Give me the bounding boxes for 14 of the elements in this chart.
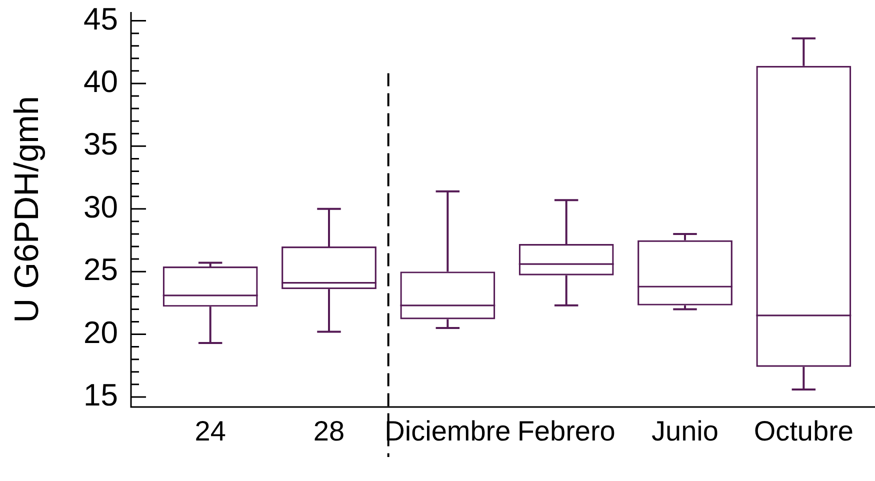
y-tick-label: 45 (84, 1, 118, 36)
x-tick-label: Diciembre (384, 416, 511, 447)
y-tick-label: 30 (84, 189, 118, 224)
y-tick-label: 20 (84, 314, 118, 350)
x-tick-label: Febrero (517, 416, 616, 447)
x-tick-label: Octubre (754, 416, 854, 447)
x-tick-label: Junio (652, 416, 718, 447)
y-tick-label: 40 (84, 64, 118, 100)
x-tick-label: 24 (194, 416, 226, 447)
y-tick-label: 35 (84, 126, 118, 162)
y-tick-label: 25 (84, 252, 118, 288)
y-tick-label: 15 (84, 378, 118, 413)
x-tick-label: 28 (313, 416, 345, 447)
y-axis-title: U G6PDH/gmh (8, 96, 46, 323)
